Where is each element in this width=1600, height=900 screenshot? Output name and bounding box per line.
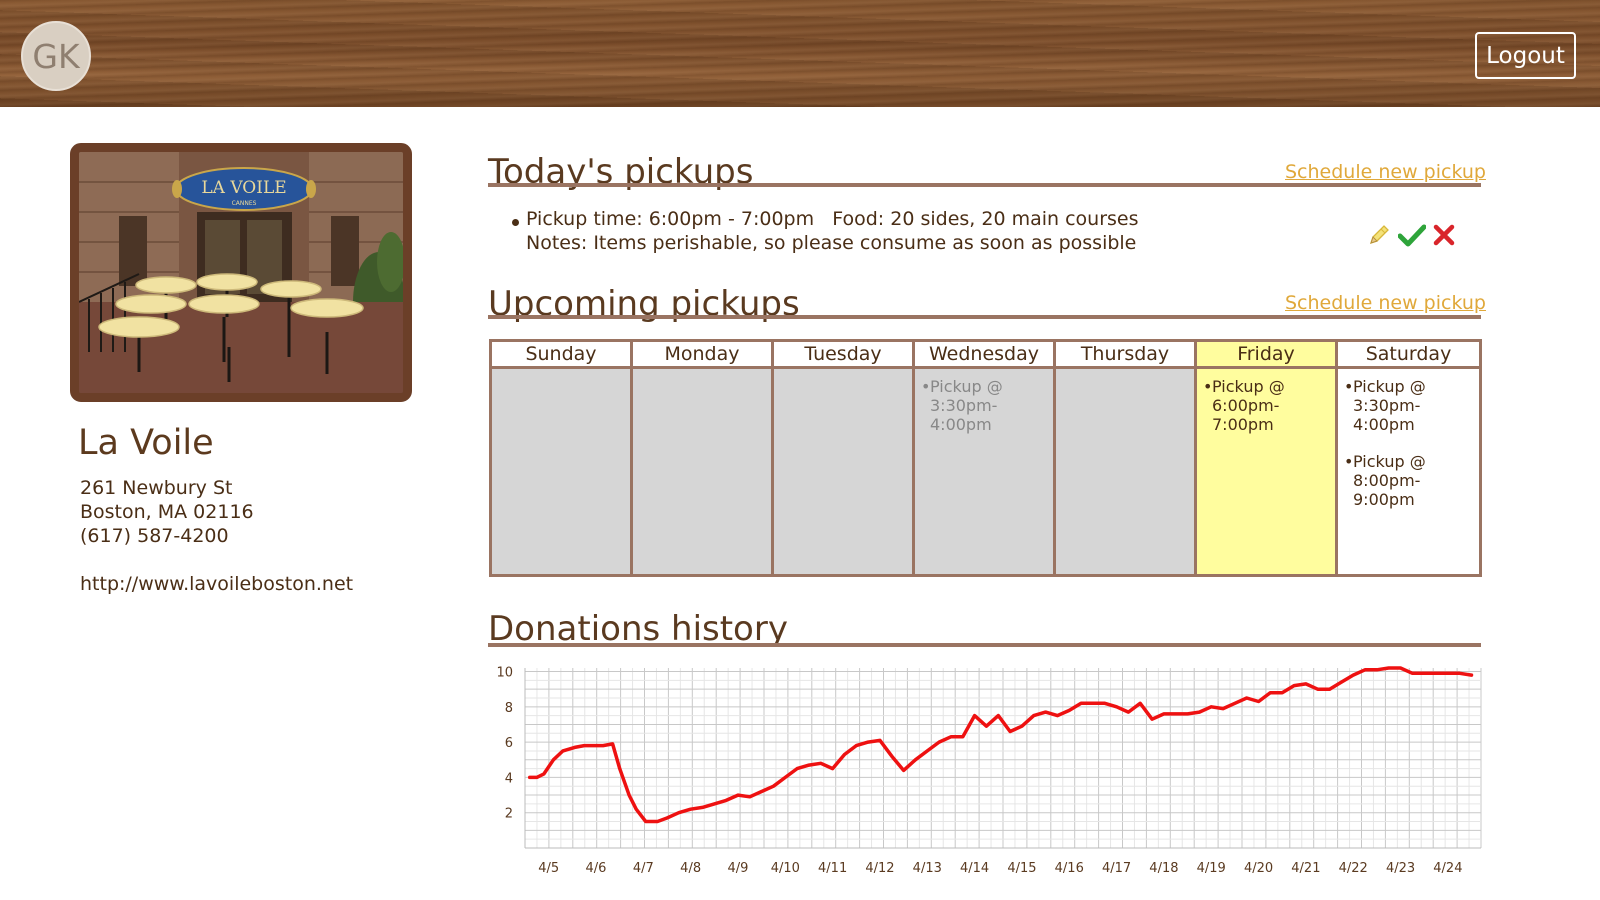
calendar-day-header: Sunday	[492, 342, 630, 369]
slot-text: Pickup @3:30pm-4:00pm	[1353, 377, 1473, 434]
calendar-day-header: Saturday	[1338, 342, 1479, 369]
header-bar: GK Logout	[0, 0, 1600, 107]
x-tick-label: 4/5	[538, 861, 559, 876]
x-tick-label: 4/10	[771, 861, 800, 876]
restaurant-name: La Voile	[78, 423, 214, 463]
slot-text: Pickup @6:00pm-7:00pm	[1212, 377, 1329, 434]
y-tick-label: 10	[496, 666, 513, 681]
calendar-day-tuesday[interactable]: Tuesday	[774, 342, 915, 574]
slot-label: Pickup @	[930, 377, 1003, 396]
slot-bullet: •	[1203, 377, 1213, 396]
y-tick-label: 8	[505, 701, 513, 716]
restaurant-photo: LA VOILE CANNES	[70, 143, 412, 402]
calendar-day-friday[interactable]: Friday • Pickup @6:00pm-7:00pm	[1197, 342, 1338, 574]
slot-time: 6:00pm-7:00pm	[1212, 396, 1280, 434]
x-tick-label: 4/9	[728, 861, 749, 876]
today-pickup-time: Pickup time: 6:00pm - 7:00pm Food: 20 si…	[526, 208, 1139, 230]
calendar-day-thursday[interactable]: Thursday	[1056, 342, 1197, 574]
calendar-day-body: • Pickup @3:30pm-4:00pm • Pickup @8:00pm-9:…	[1338, 369, 1479, 574]
pickup-time-text: Pickup time: 6:00pm - 7:00pm	[526, 208, 815, 230]
calendar-day-header: Wednesday	[915, 342, 1053, 369]
slot-bullet: •	[1344, 377, 1354, 396]
calendar-day-wednesday[interactable]: Wednesday • Pickup @3:30pm-4:00pm	[915, 342, 1056, 574]
x-tick-label: 4/19	[1197, 861, 1226, 876]
calendar-day-header: Tuesday	[774, 342, 912, 369]
slot-time: 3:30pm-4:00pm	[1353, 396, 1421, 434]
x-tick-label: 4/8	[680, 861, 701, 876]
upcoming-pickups-rule	[488, 315, 1481, 319]
restaurant-street: 261 Newbury St	[80, 477, 233, 499]
y-tick-label: 4	[505, 771, 513, 786]
calendar-pickup-slot[interactable]: • Pickup @8:00pm-9:00pm	[1344, 452, 1473, 509]
weekly-calendar: Sunday Monday Tuesday Wednesday • Pickup @3:3…	[489, 339, 1482, 577]
calendar-day-body	[633, 369, 771, 574]
logout-button[interactable]: Logout	[1475, 32, 1576, 79]
x-tick-label: 4/23	[1386, 861, 1415, 876]
x-tick-label: 4/17	[1102, 861, 1131, 876]
user-avatar[interactable]: GK	[21, 21, 91, 91]
donations-history-rule	[488, 643, 1481, 647]
donations-chart-svg: 2 4 6 8 10 4/5 4/6 4/7 4/8 4/9 4/10 4/11 4/12 4/13 4/1…	[496, 666, 1482, 876]
schedule-new-pickup-link-today[interactable]: Schedule new pickup	[1285, 161, 1486, 183]
restaurant-phone: (617) 587-4200	[80, 525, 229, 547]
pickup-bullet	[512, 219, 519, 226]
calendar-day-body	[1056, 369, 1194, 574]
x-tick-label: 4/12	[865, 861, 894, 876]
schedule-new-pickup-link-upcoming[interactable]: Schedule new pickup	[1285, 292, 1486, 314]
calendar-day-sunday[interactable]: Sunday	[492, 342, 633, 574]
calendar-day-body	[774, 369, 912, 574]
calendar-day-body: • Pickup @3:30pm-4:00pm	[915, 369, 1053, 574]
donations-series-line	[527, 666, 1474, 824]
calendar-day-saturday[interactable]: Saturday • Pickup @3:30pm-4:00pm • Pickup @8…	[1338, 342, 1479, 574]
donations-chart: 2 4 6 8 10 4/5 4/6 4/7 4/8 4/9 4/10 4/11 4/12 4/13 4/1…	[488, 660, 1488, 885]
restaurant-city: Boston, MA 02116	[80, 501, 254, 523]
slot-label: Pickup @	[1212, 377, 1285, 396]
pencil-icon[interactable]	[1366, 222, 1392, 248]
x-tick-label: 4/16	[1055, 861, 1084, 876]
check-icon[interactable]	[1397, 221, 1427, 249]
slot-label: Pickup @	[1353, 377, 1426, 396]
slot-text: Pickup @8:00pm-9:00pm	[1353, 452, 1473, 509]
calendar-pickup-slot[interactable]: • Pickup @6:00pm-7:00pm	[1203, 377, 1329, 434]
calendar-day-body	[492, 369, 630, 574]
slot-label: Pickup @	[1353, 452, 1426, 471]
calendar-day-body: • Pickup @6:00pm-7:00pm	[1197, 369, 1335, 574]
x-tick-label: 4/11	[818, 861, 847, 876]
todays-pickups-rule	[488, 183, 1481, 187]
calendar-pickup-slot[interactable]: • Pickup @3:30pm-4:00pm	[921, 377, 1047, 434]
calendar-pickup-slot[interactable]: • Pickup @3:30pm-4:00pm	[1344, 377, 1473, 434]
pickup-food-text: Food: 20 sides, 20 main courses	[832, 208, 1139, 230]
x-tick-label: 4/24	[1433, 861, 1462, 876]
restaurant-website[interactable]: http://www.lavoileboston.net	[80, 573, 354, 595]
slot-time: 8:00pm-9:00pm	[1353, 471, 1421, 509]
slot-bullet: •	[1344, 452, 1354, 471]
slot-text: Pickup @3:30pm-4:00pm	[930, 377, 1047, 434]
restaurant-photo-image: LA VOILE CANNES	[79, 152, 403, 393]
calendar-day-header: Monday	[633, 342, 771, 369]
x-tick-label: 4/22	[1339, 861, 1368, 876]
calendar-day-header: Friday	[1197, 342, 1335, 369]
x-tick-label: 4/7	[633, 861, 654, 876]
calendar-day-header: Thursday	[1056, 342, 1194, 369]
x-tick-label: 4/21	[1291, 861, 1320, 876]
x-tick-label: 4/6	[586, 861, 607, 876]
y-tick-label: 2	[505, 807, 513, 822]
donations-history-title: Donations history	[488, 609, 788, 649]
sign-subtext: CANNES	[232, 200, 257, 207]
x-tick-label: 4/18	[1149, 861, 1178, 876]
calendar-day-monday[interactable]: Monday	[633, 342, 774, 574]
x-tick-label: 4/15	[1007, 861, 1036, 876]
today-pickup-notes: Notes: Items perishable, so please consu…	[526, 232, 1137, 254]
sign-text: LA VOILE	[201, 178, 286, 198]
slot-bullet: •	[921, 377, 931, 396]
x-tick-label: 4/20	[1244, 861, 1273, 876]
x-tick-label: 4/14	[960, 861, 989, 876]
x-tick-label: 4/13	[913, 861, 942, 876]
slot-time: 3:30pm-4:00pm	[930, 396, 998, 434]
close-icon[interactable]	[1430, 221, 1458, 249]
y-tick-label: 6	[505, 736, 513, 751]
